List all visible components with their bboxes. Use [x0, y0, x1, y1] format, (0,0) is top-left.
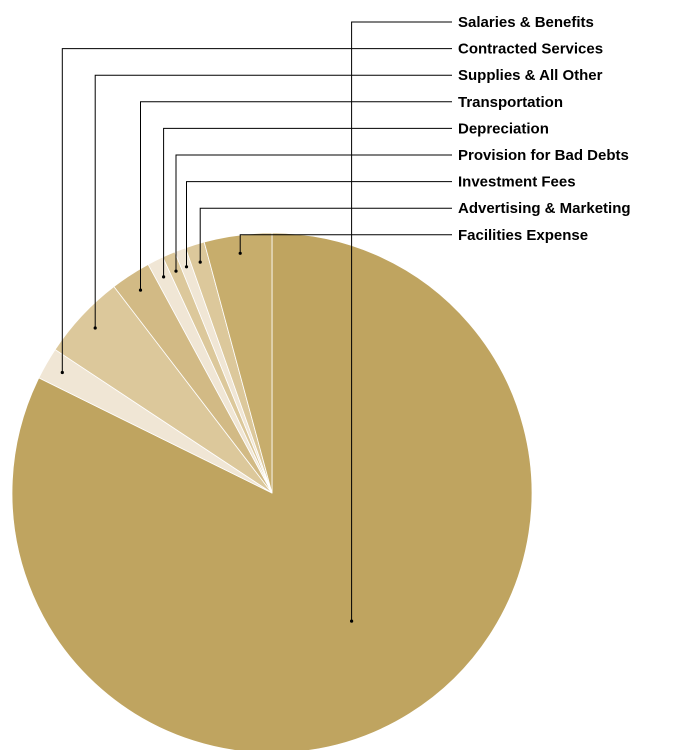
leader-dot-facilities-expense [238, 251, 242, 255]
leader-line-advertising-and-marketing [199, 207, 452, 263]
leader-line-facilities-expense [239, 234, 452, 254]
leader-dot-transportation [138, 288, 143, 292]
leader-dot-investment-fees [184, 265, 189, 269]
leader-dot-supplies-and-all-other [93, 326, 97, 330]
leader-line-provision-for-bad-debts [175, 154, 452, 272]
leader-lines [60, 21, 452, 623]
slice-label-transportation: Transportation [458, 94, 563, 111]
leader-dot-depreciation [162, 275, 166, 279]
leader-dot-advertising-and-marketing [198, 260, 202, 264]
leader-dot-salaries-and-benefits [350, 619, 354, 623]
leader-line-investment-fees [186, 181, 452, 267]
leader-line-salaries-and-benefits [351, 21, 452, 622]
slice-label-depreciation: Depreciation [458, 120, 549, 137]
pie-slices [11, 232, 533, 750]
slice-label-investment-fees: Investment Fees [458, 174, 576, 191]
leader-dot-contracted-services [60, 370, 64, 375]
slice-label-supplies-and-all-other: Supplies & All Other [458, 67, 603, 84]
leader-line-depreciation [163, 127, 452, 277]
leader-line-contracted-services [61, 48, 452, 373]
leader-line-supplies-and-all-other [94, 74, 452, 328]
pie-slice-facilities-expense [203, 232, 273, 494]
slice-labels: Salaries & Benefits Contracted Services Su… [458, 14, 631, 244]
slice-label-contracted-services: Contracted Services [458, 41, 603, 58]
slice-label-salaries-and-benefits: Salaries & Benefits [458, 14, 594, 31]
leader-dot-provision-for-bad-debts [174, 269, 178, 273]
leader-line-transportation [140, 101, 452, 291]
slice-label-facilities-expense: Facilities Expense [458, 227, 588, 244]
pie-slice-salaries-and-benefits [11, 232, 533, 750]
slice-label-provision-for-bad-debts: Provision for Bad Debts [458, 147, 629, 164]
slice-label-advertising-and-marketing: Advertising & Marketing [458, 200, 631, 217]
